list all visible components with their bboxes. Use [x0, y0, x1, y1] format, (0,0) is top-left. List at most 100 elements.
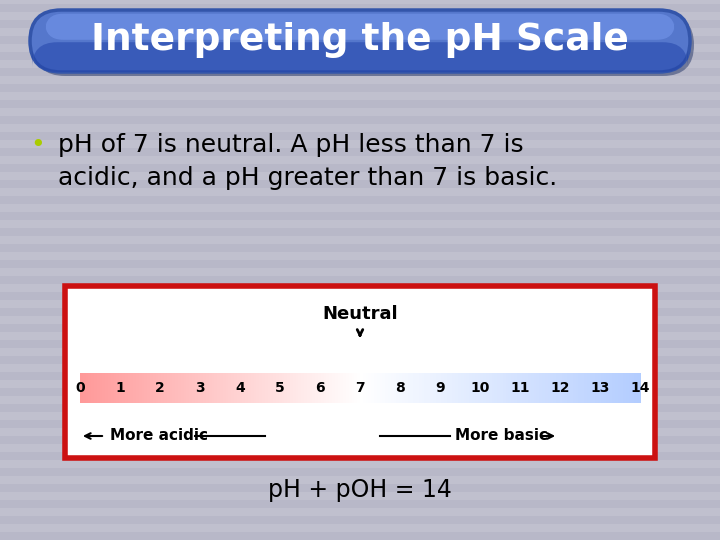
Bar [89, 373, 91, 403]
Bar [534, 373, 537, 403]
Text: pH + pOH = 14: pH + pOH = 14 [268, 478, 452, 502]
Bar [0, 260, 720, 268]
Bar [189, 373, 192, 403]
Bar [105, 373, 109, 403]
Bar [323, 373, 327, 403]
Bar [458, 373, 462, 403]
Text: 7: 7 [355, 381, 365, 395]
Bar [125, 373, 128, 403]
Bar [243, 373, 246, 403]
Bar [318, 373, 321, 403]
Bar [573, 373, 576, 403]
Bar [612, 373, 616, 403]
Bar [271, 373, 274, 403]
Text: Interpreting the pH Scale: Interpreting the pH Scale [91, 22, 629, 58]
Bar [215, 373, 217, 403]
Bar [203, 373, 207, 403]
Bar [461, 373, 464, 403]
Bar [402, 373, 405, 403]
Bar [618, 373, 621, 403]
Bar [0, 372, 720, 380]
Bar [525, 373, 528, 403]
Bar [520, 373, 523, 403]
Text: 11: 11 [510, 381, 530, 395]
Bar [0, 420, 720, 428]
Bar [0, 20, 720, 28]
Bar [139, 373, 142, 403]
Bar [284, 373, 288, 403]
Bar [548, 373, 551, 403]
Bar [186, 373, 189, 403]
Bar [130, 373, 134, 403]
Text: 14: 14 [630, 381, 649, 395]
Bar [209, 373, 212, 403]
Bar [0, 356, 720, 364]
Bar [332, 373, 336, 403]
Bar [0, 452, 720, 460]
Bar [0, 84, 720, 92]
Text: 4: 4 [235, 381, 245, 395]
Bar [0, 516, 720, 524]
FancyBboxPatch shape [30, 10, 690, 72]
Bar [590, 373, 593, 403]
Bar [0, 196, 720, 204]
Bar [122, 373, 125, 403]
Text: 13: 13 [590, 381, 610, 395]
Text: More acidic: More acidic [110, 429, 208, 443]
Bar [348, 373, 352, 403]
Bar [391, 373, 394, 403]
Bar [578, 373, 582, 403]
Bar [410, 373, 414, 403]
Bar [447, 373, 450, 403]
Bar [184, 373, 187, 403]
Bar [197, 373, 201, 403]
Bar [0, 324, 720, 332]
Bar [542, 373, 545, 403]
Bar [279, 373, 282, 403]
Bar [394, 373, 397, 403]
Bar [581, 373, 585, 403]
Bar [120, 373, 122, 403]
Bar [486, 373, 490, 403]
FancyBboxPatch shape [65, 286, 655, 458]
Bar [114, 373, 117, 403]
Bar [419, 373, 422, 403]
Bar [240, 373, 243, 403]
FancyBboxPatch shape [45, 14, 675, 40]
Bar [511, 373, 515, 403]
Bar [469, 373, 472, 403]
Bar [167, 373, 170, 403]
Bar [178, 373, 181, 403]
Bar [225, 373, 229, 403]
Bar [536, 373, 540, 403]
Bar [170, 373, 173, 403]
Bar [200, 373, 204, 403]
Text: 10: 10 [470, 381, 490, 395]
Bar [172, 373, 176, 403]
Bar [343, 373, 346, 403]
Bar [0, 100, 720, 108]
Bar [262, 373, 265, 403]
Bar [441, 373, 444, 403]
Bar [575, 373, 579, 403]
Bar [142, 373, 145, 403]
Bar [259, 373, 263, 403]
FancyBboxPatch shape [34, 14, 694, 76]
Bar [427, 373, 431, 403]
Bar [0, 276, 720, 284]
Bar [206, 373, 210, 403]
Bar [0, 164, 720, 172]
Bar [293, 373, 296, 403]
Bar [385, 373, 389, 403]
Bar [0, 132, 720, 140]
Bar [357, 373, 361, 403]
Bar [424, 373, 428, 403]
Bar [489, 373, 492, 403]
Bar [111, 373, 114, 403]
Bar [117, 373, 120, 403]
Bar [290, 373, 293, 403]
Bar [567, 373, 570, 403]
Bar [562, 373, 565, 403]
Bar [416, 373, 419, 403]
Bar [192, 373, 195, 403]
